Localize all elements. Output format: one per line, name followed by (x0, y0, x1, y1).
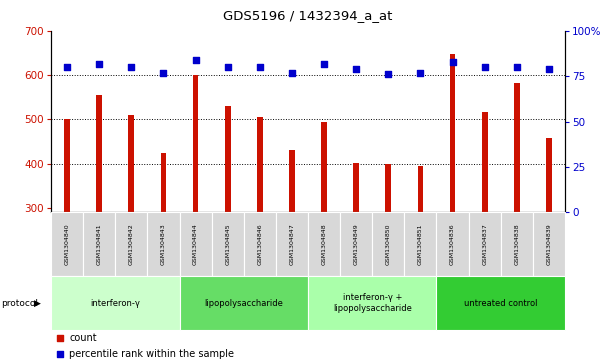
Bar (308, 276, 436, 330)
Text: GSM1304837: GSM1304837 (482, 223, 487, 265)
Text: GSM1304846: GSM1304846 (257, 223, 263, 265)
Point (191, 57, 200, 63)
Text: GSM1304839: GSM1304839 (546, 223, 551, 265)
Text: GSM1304848: GSM1304848 (322, 223, 326, 265)
Bar (514, 83, 520, 212)
Point (480, 64, 489, 70)
Text: GSM1304840: GSM1304840 (65, 223, 70, 265)
Point (544, 66, 554, 72)
Text: GSM1304841: GSM1304841 (97, 223, 102, 265)
Text: ▶: ▶ (34, 299, 41, 307)
Bar (533, 212, 565, 276)
Point (63, 64, 72, 70)
Text: GSM1304844: GSM1304844 (193, 223, 198, 265)
Bar (372, 212, 404, 276)
Bar (404, 212, 436, 276)
Point (319, 61, 329, 66)
Point (223, 64, 233, 70)
Bar (180, 276, 308, 330)
Point (127, 64, 136, 70)
Text: GSM1304836: GSM1304836 (450, 223, 455, 265)
Bar (193, 75, 198, 212)
Bar (321, 122, 327, 212)
Bar (353, 163, 359, 212)
Bar (244, 212, 276, 276)
Bar (180, 212, 212, 276)
Bar (482, 112, 487, 212)
Bar (501, 212, 533, 276)
Bar (83, 212, 115, 276)
Bar (96, 95, 102, 212)
Bar (147, 212, 180, 276)
Bar (469, 212, 501, 276)
Text: GSM1304851: GSM1304851 (418, 223, 423, 265)
Bar (385, 164, 391, 212)
Bar (340, 212, 372, 276)
Point (387, 144, 397, 150)
Bar (257, 117, 263, 212)
Bar (546, 138, 552, 212)
Text: interferon-γ: interferon-γ (90, 299, 140, 307)
Bar (129, 115, 134, 212)
Text: percentile rank within the sample: percentile rank within the sample (69, 348, 234, 359)
Point (94, 61, 104, 66)
Point (387, 289, 397, 295)
Bar (289, 150, 295, 212)
Bar (160, 152, 166, 212)
Point (159, 70, 168, 76)
Bar (225, 106, 231, 212)
Bar (64, 119, 70, 212)
Bar (212, 212, 244, 276)
Text: GSM1304843: GSM1304843 (161, 223, 166, 265)
Text: GSM1304850: GSM1304850 (386, 223, 391, 265)
Bar (436, 212, 469, 276)
Bar (51, 276, 180, 330)
Text: GSM1304845: GSM1304845 (225, 223, 230, 265)
Text: GSM1304849: GSM1304849 (353, 223, 359, 265)
Bar (418, 166, 423, 212)
Point (512, 64, 522, 70)
Bar (51, 212, 83, 276)
Text: GSM1304847: GSM1304847 (290, 223, 294, 265)
Bar (450, 54, 456, 212)
Point (448, 59, 457, 65)
Bar (276, 212, 308, 276)
Point (352, 66, 361, 72)
Bar (308, 212, 340, 276)
Point (255, 64, 264, 70)
Text: GDS5196 / 1432394_a_at: GDS5196 / 1432394_a_at (224, 9, 392, 22)
Text: untreated control: untreated control (464, 299, 537, 307)
Text: count: count (69, 333, 97, 343)
Bar (436, 276, 565, 330)
Bar (115, 212, 147, 276)
Text: protocol: protocol (1, 299, 38, 307)
Text: GSM1304838: GSM1304838 (514, 223, 519, 265)
Point (383, 72, 393, 77)
Text: GSM1304842: GSM1304842 (129, 223, 134, 265)
Point (416, 70, 426, 76)
Text: interferon-γ +
lipopolysaccharide: interferon-γ + lipopolysaccharide (333, 293, 412, 313)
Point (287, 70, 297, 76)
Text: lipopolysaccharide: lipopolysaccharide (204, 299, 283, 307)
